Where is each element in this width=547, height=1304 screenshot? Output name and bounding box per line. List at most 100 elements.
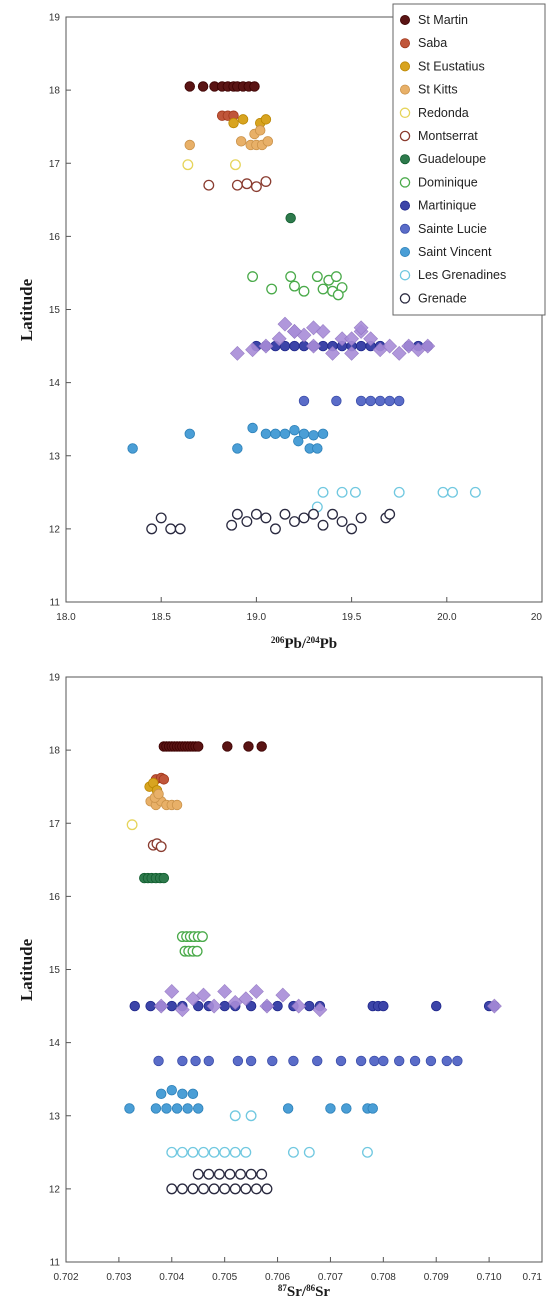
x-tick-label: 18.5 — [151, 612, 171, 623]
point-diamond — [391, 345, 407, 361]
point-sainte-lucie — [425, 1055, 437, 1067]
y-tick-label: 12 — [49, 524, 61, 535]
y-tick-label: 14 — [49, 378, 61, 389]
point-saint-vincent — [124, 1103, 135, 1114]
point-saint-vincent — [282, 1103, 294, 1114]
legend-marker-saint-vincent — [399, 246, 410, 257]
point-grenade — [327, 508, 339, 520]
point-grenade — [269, 523, 281, 535]
point-grenade — [256, 1168, 268, 1180]
point-sainte-lucie — [441, 1055, 453, 1067]
legend-label-les-grenadines: Les Grenadines — [418, 268, 506, 282]
point-diamond — [217, 984, 233, 999]
point-dominique — [197, 931, 208, 943]
y-tick-label: 16 — [49, 232, 61, 243]
y-tick-label: 11 — [50, 598, 61, 609]
point-dominique — [247, 271, 259, 283]
point-st-kitts — [255, 125, 266, 136]
legend-label-montserrat: Montserrat — [418, 129, 478, 143]
point-diamond — [420, 338, 436, 354]
point-les-grenadines — [208, 1146, 220, 1158]
point-diamond — [248, 984, 264, 999]
point-st-martin — [243, 741, 254, 752]
point-saint-vincent — [166, 1084, 177, 1096]
point-st-kitts — [184, 139, 195, 151]
point-grenade — [384, 508, 396, 520]
point-les-grenadines — [393, 486, 405, 498]
point-sainte-lucie — [245, 1055, 257, 1067]
chart-pb-latitude: 11 12 13 14 15 16 17 18 19 18.0 18.5 19.0 19.5 20.0 2… — [17, 13, 543, 652]
x-tick-label: 0.707 — [318, 1272, 343, 1283]
y-tick-label: 15 — [49, 305, 61, 316]
point-diamond — [275, 987, 291, 1003]
point-saint-vincent — [187, 1088, 199, 1100]
point-les-grenadines — [229, 1146, 241, 1158]
point-montserrat — [250, 181, 262, 193]
point-saint-vincent — [247, 422, 258, 434]
point-grenade — [250, 508, 262, 520]
point-grenade — [250, 1183, 262, 1195]
point-diamond — [291, 998, 307, 1014]
point-diamond — [153, 998, 169, 1014]
point-saint-vincent — [293, 435, 304, 447]
y-tick-label: 15 — [49, 965, 61, 976]
point-grenade — [187, 1183, 199, 1195]
point-grenade — [208, 1183, 220, 1195]
y-tick-label: 16 — [49, 892, 61, 903]
point-les-grenadines — [362, 1146, 373, 1158]
legend-label-st-eustatius: St Eustatius — [418, 59, 485, 73]
point-dominique — [266, 283, 278, 295]
point-grenade — [174, 523, 186, 535]
point-grenade — [203, 1168, 215, 1180]
x-tick-label: 0.704 — [159, 1272, 184, 1283]
point-grenade — [166, 1183, 178, 1195]
point-grenade — [198, 1183, 209, 1195]
point-grenade — [176, 1183, 188, 1195]
point-montserrat — [260, 176, 272, 187]
point-saint-vincent — [150, 1103, 162, 1114]
point-diamond — [306, 338, 321, 354]
x-tick-label: 0.710 — [477, 1272, 502, 1283]
y-tick-label: 19 — [49, 673, 61, 684]
point-grenade — [241, 516, 253, 528]
y-tick-label: 19 — [49, 13, 61, 24]
x-tick-label: 0.703 — [106, 1272, 131, 1283]
point-grenade — [146, 523, 158, 535]
point-sainte-lucie — [394, 1055, 405, 1067]
plot-frame-2 — [65, 676, 543, 1263]
point-sainte-lucie — [335, 1055, 347, 1067]
y-tick-label: 18 — [49, 746, 61, 757]
point-montserrat — [241, 178, 253, 190]
x-tick-label: 19.0 — [247, 612, 267, 623]
point-diamond — [238, 991, 254, 1007]
point-guadeloupe — [285, 212, 296, 224]
point-grenade — [346, 523, 358, 535]
point-les-grenadines — [198, 1146, 209, 1158]
point-st-eustatius — [228, 117, 239, 129]
point-diamond — [258, 338, 274, 354]
point-saint-vincent — [289, 424, 300, 436]
point-saint-vincent — [127, 443, 138, 454]
point-saint-vincent — [270, 428, 281, 440]
x-tick-label: 0.71 — [523, 1272, 543, 1283]
y-axis-label-1: Latitude — [17, 278, 36, 341]
point-les-grenadines — [245, 1110, 257, 1122]
point-grenade — [226, 519, 238, 531]
point-sainte-lucie — [331, 395, 342, 407]
point-sainte-lucie — [369, 1055, 380, 1067]
point-dominique — [289, 280, 300, 292]
point-diamond — [382, 338, 398, 354]
point-martinique — [431, 1000, 442, 1012]
point-les-grenadines — [303, 1146, 315, 1158]
point-st-martin — [222, 741, 233, 752]
point-montserrat — [231, 179, 243, 191]
legend: St Martin Saba St Eustatius St Kitts Redonda… — [392, 3, 546, 316]
point-diamond — [287, 324, 302, 339]
point-diamond — [196, 987, 211, 1003]
point-saba — [158, 774, 170, 785]
point-sainte-lucie — [203, 1055, 215, 1067]
point-grenade — [260, 512, 272, 524]
point-saint-vincent — [155, 1088, 167, 1100]
point-grenade — [308, 508, 319, 520]
point-les-grenadines — [229, 1110, 241, 1122]
